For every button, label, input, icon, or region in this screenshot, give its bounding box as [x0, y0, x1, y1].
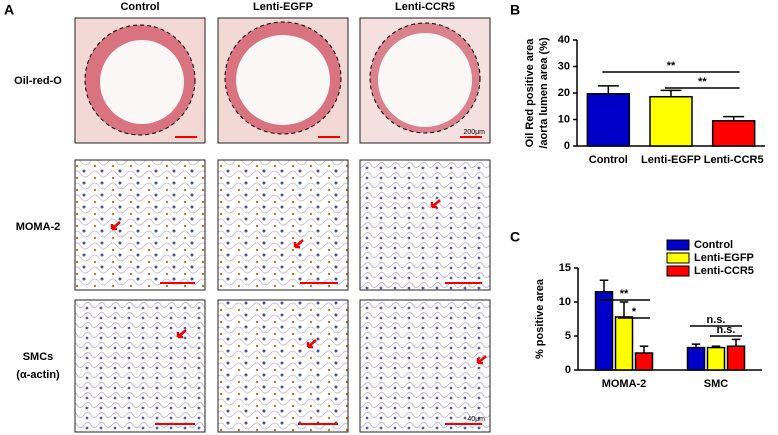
y-tick-label: 5	[565, 330, 571, 342]
legend-swatch	[666, 252, 690, 264]
significance-label: n.s.	[717, 324, 736, 336]
panel-label: B	[510, 2, 520, 18]
x-tick-label: MOMA-2	[602, 378, 647, 390]
x-tick-label: Lenti-CCR5	[704, 154, 764, 166]
y-tick-label: 15	[559, 262, 571, 274]
legend-swatch	[666, 239, 690, 251]
row-label: Oil-red-O	[14, 75, 62, 87]
y-axis-label: Oil Red positive area	[524, 38, 536, 148]
legend-label: Lenti-EGFP	[694, 252, 754, 264]
bar	[711, 120, 756, 147]
micrographs	[74, 17, 491, 433]
y-tick-label: 10	[558, 113, 570, 125]
moma-row	[74, 159, 491, 291]
column-label: Lenti-EGFP	[253, 1, 313, 13]
significance-label: *	[632, 306, 637, 318]
panel-label: A	[4, 2, 14, 18]
legend-swatch	[666, 265, 690, 277]
bar	[614, 316, 634, 371]
panel-label: C	[510, 229, 520, 245]
significance-label: **	[698, 76, 707, 88]
bar	[686, 346, 706, 371]
significance-label: n.s.	[707, 314, 726, 326]
column-label: Lenti-CCR5	[395, 1, 455, 13]
scale-label: 40μm	[467, 416, 485, 423]
bar	[594, 291, 614, 371]
x-tick-label: Control	[589, 154, 628, 166]
bar	[586, 93, 631, 147]
row-label: SMCs	[23, 351, 54, 363]
row-label: MOMA-2	[16, 221, 61, 233]
x-tick-label: SMC	[704, 378, 729, 390]
row-label: (α-actin)	[16, 369, 60, 381]
y-tick-label: 10	[559, 296, 571, 308]
significance-label: **	[620, 288, 629, 300]
x-tick-label: Lenti-EGFP	[641, 154, 701, 166]
column-label: Control	[120, 1, 159, 13]
bar	[726, 345, 746, 371]
scale-label: 200μm	[463, 129, 485, 136]
y-tick-label: 30	[558, 60, 570, 72]
legend-label: Control	[694, 239, 733, 251]
bar	[649, 95, 693, 147]
smc-row	[74, 299, 491, 433]
y-axis-label: % positive area	[534, 278, 546, 359]
y-tick-label: 20	[558, 87, 570, 99]
bar	[634, 352, 654, 371]
legend-label: Lenti-CCR5	[694, 265, 754, 277]
bar	[706, 346, 726, 371]
y-tick-label: 0	[564, 140, 570, 152]
y-tick-label: 0	[565, 364, 571, 376]
significance-label: **	[667, 60, 676, 72]
y-tick-label: 40	[558, 34, 570, 46]
oil-red-row	[74, 17, 491, 144]
y-axis-label: /aorta lumen area (%)	[538, 37, 550, 149]
